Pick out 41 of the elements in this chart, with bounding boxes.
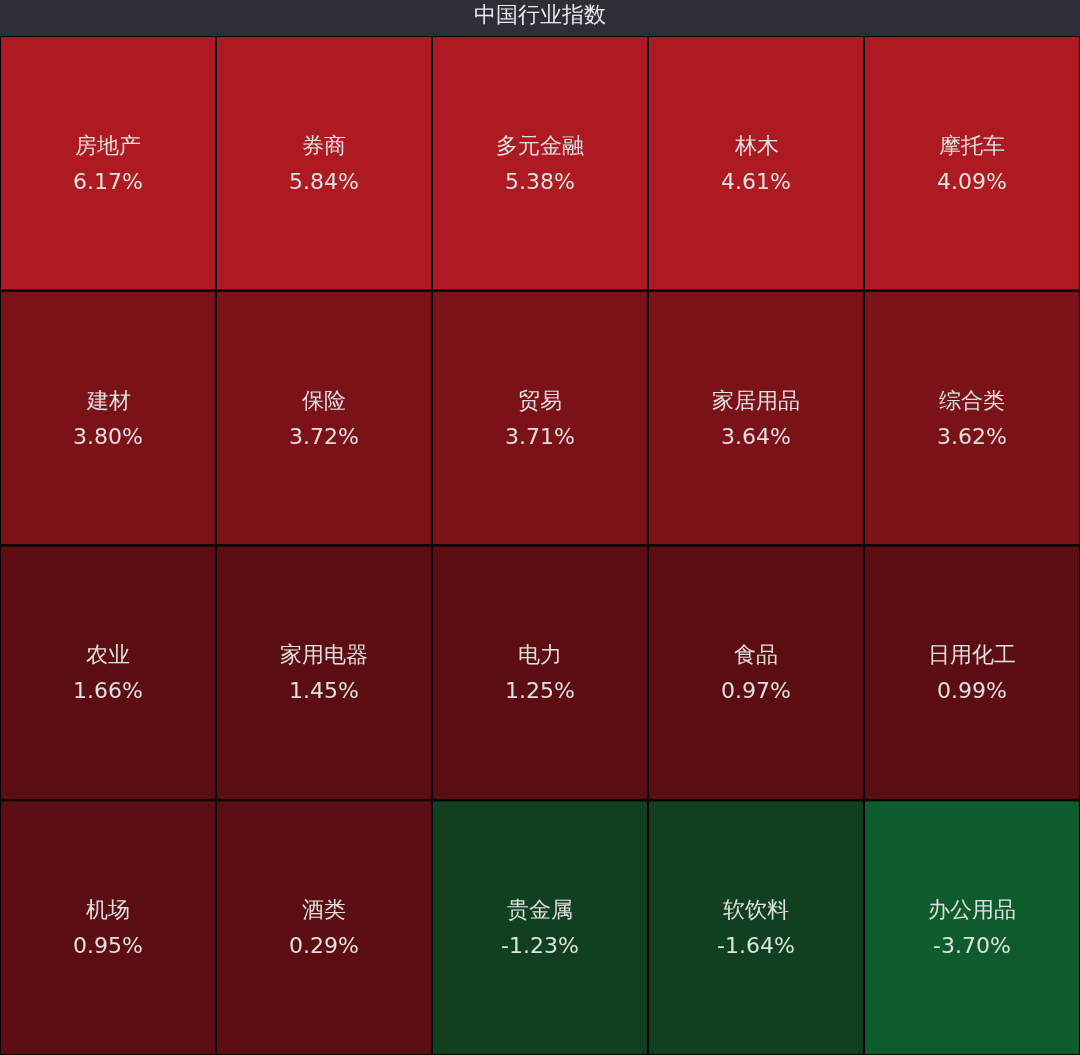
data-label: 1.25% (505, 678, 575, 703)
category-label: 多元金融 (496, 133, 584, 158)
category-label: 机场 (86, 897, 130, 922)
category-label: 贵金属 (507, 897, 573, 922)
data-label: 0.29% (289, 933, 359, 958)
category-label: 摩托车 (939, 133, 1005, 158)
data-label: 3.62% (937, 424, 1007, 449)
category-label: 办公用品 (928, 897, 1016, 922)
category-label: 电力 (518, 642, 562, 667)
category-label: 食品 (734, 642, 778, 667)
category-label: 酒类 (302, 897, 346, 922)
category-label: 家居用品 (712, 388, 800, 413)
data-label: -1.23% (501, 933, 579, 958)
data-label: 1.66% (73, 678, 143, 703)
data-label: -3.70% (933, 933, 1011, 958)
category-label: 保险 (302, 388, 346, 413)
data-label: 4.09% (937, 169, 1007, 194)
data-label: -1.64% (717, 933, 795, 958)
data-label: 3.72% (289, 424, 359, 449)
category-label: 贸易 (518, 388, 562, 413)
data-label: 0.97% (721, 678, 791, 703)
text: 中国行业指数 (0, 0, 1080, 36)
data-label: 3.64% (721, 424, 791, 449)
data-label: 5.38% (505, 169, 575, 194)
data-label: 0.99% (937, 678, 1007, 703)
category-label: 综合类 (939, 388, 1005, 413)
data-label: 1.45% (289, 678, 359, 703)
category-label: 建材 (86, 388, 131, 413)
category-label: 房地产 (75, 133, 141, 158)
data-label: 4.61% (721, 169, 791, 194)
category-label: 农业 (86, 642, 130, 667)
data-label: 5.84% (289, 169, 359, 194)
category-label: 家用电器 (280, 642, 368, 667)
data-label: 0.95% (73, 933, 143, 958)
category-label: 软饮料 (723, 897, 789, 922)
category-label: 日用化工 (928, 642, 1016, 667)
category-label: 林木 (734, 133, 779, 158)
category-label: 券商 (302, 133, 346, 158)
data-label: 3.71% (505, 424, 575, 449)
data-label: 6.17% (73, 169, 143, 194)
data-label: 3.80% (73, 424, 143, 449)
